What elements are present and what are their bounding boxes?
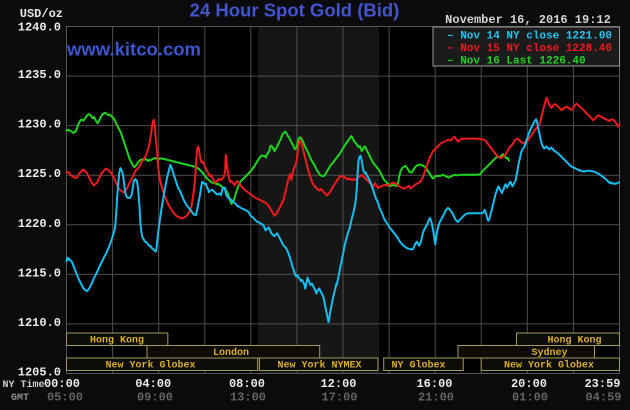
svg-text:21:00: 21:00 bbox=[418, 391, 454, 405]
svg-text:1235.0: 1235.0 bbox=[18, 68, 61, 82]
svg-text:00:00: 00:00 bbox=[44, 377, 80, 391]
svg-text:16:00: 16:00 bbox=[416, 377, 452, 391]
svg-text:1225.0: 1225.0 bbox=[18, 167, 61, 181]
svg-text:1210.0: 1210.0 bbox=[18, 316, 61, 330]
svg-text:NY Globex: NY Globex bbox=[391, 360, 445, 372]
svg-text:GMT: GMT bbox=[11, 393, 29, 404]
svg-text:1205.0: 1205.0 bbox=[18, 366, 61, 380]
svg-text:1215.0: 1215.0 bbox=[18, 266, 61, 280]
svg-text:www.kitco.com: www.kitco.com bbox=[66, 39, 201, 60]
svg-text:08:00: 08:00 bbox=[229, 377, 265, 391]
svg-text:– Nov 14 NY close 1221.00: – Nov 14 NY close 1221.00 bbox=[447, 31, 612, 43]
svg-text:November 16, 2016 19:12: November 16, 2016 19:12 bbox=[445, 13, 611, 27]
svg-text:New York NYMEX: New York NYMEX bbox=[277, 360, 361, 372]
svg-text:17:00: 17:00 bbox=[321, 391, 357, 405]
svg-text:01:00: 01:00 bbox=[512, 391, 548, 405]
svg-text:London: London bbox=[213, 347, 249, 359]
svg-text:20:00: 20:00 bbox=[511, 377, 547, 391]
svg-text:1230.0: 1230.0 bbox=[18, 118, 61, 132]
svg-text:– Nov 16 Last 1226.40: – Nov 16 Last 1226.40 bbox=[447, 56, 586, 68]
svg-text:– Nov 15 NY close 1228.40: – Nov 15 NY close 1228.40 bbox=[447, 43, 612, 55]
svg-text:NY Time: NY Time bbox=[2, 379, 44, 391]
svg-text:13:00: 13:00 bbox=[230, 391, 266, 405]
svg-text:23:59: 23:59 bbox=[584, 377, 620, 391]
svg-text:USD/oz: USD/oz bbox=[20, 7, 63, 21]
svg-text:New York Globex: New York Globex bbox=[105, 360, 195, 372]
svg-text:24 Hour Spot Gold (Bid): 24 Hour Spot Gold (Bid) bbox=[190, 0, 400, 21]
svg-text:09:00: 09:00 bbox=[137, 391, 173, 405]
svg-text:1240.0: 1240.0 bbox=[18, 21, 61, 35]
svg-text:New York Globex: New York Globex bbox=[504, 360, 594, 372]
svg-text:04:00: 04:00 bbox=[135, 377, 171, 391]
svg-text:12:00: 12:00 bbox=[320, 377, 356, 391]
svg-text:Hong Kong: Hong Kong bbox=[90, 336, 144, 347]
svg-text:04:59: 04:59 bbox=[585, 391, 621, 405]
svg-text:Hong Kong: Hong Kong bbox=[547, 336, 601, 347]
svg-text:Sydney: Sydney bbox=[531, 347, 567, 359]
svg-text:05:00: 05:00 bbox=[47, 391, 83, 405]
svg-text:1220.0: 1220.0 bbox=[18, 217, 61, 231]
